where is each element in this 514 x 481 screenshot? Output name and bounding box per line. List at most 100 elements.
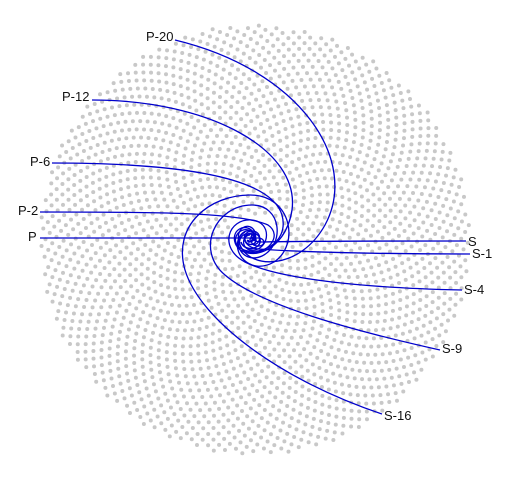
dot xyxy=(329,312,334,317)
dot xyxy=(84,194,89,199)
dot xyxy=(442,301,447,306)
dot xyxy=(383,147,388,152)
dot xyxy=(394,115,399,120)
dot xyxy=(208,128,213,133)
dot xyxy=(252,82,257,87)
dot xyxy=(203,401,208,406)
dot xyxy=(235,356,240,361)
dot xyxy=(108,285,113,290)
dot xyxy=(445,255,450,260)
dot xyxy=(387,400,392,405)
dot xyxy=(110,324,115,329)
dot xyxy=(66,187,71,192)
dot xyxy=(173,99,178,104)
dot xyxy=(54,197,59,202)
dot xyxy=(213,272,218,277)
dot xyxy=(245,414,250,419)
dot xyxy=(404,313,409,318)
dot xyxy=(242,386,247,391)
dot xyxy=(69,326,74,331)
dot xyxy=(100,370,105,375)
dot xyxy=(164,80,169,85)
dot xyxy=(426,118,431,123)
dot xyxy=(160,121,165,126)
dot xyxy=(107,147,112,152)
dot xyxy=(416,149,421,154)
dot xyxy=(238,363,243,368)
dot xyxy=(436,295,441,300)
dot xyxy=(326,387,331,392)
dot xyxy=(257,53,262,58)
dot xyxy=(364,417,369,422)
dot xyxy=(127,193,132,198)
dot xyxy=(249,275,254,280)
dot xyxy=(162,301,167,306)
dot xyxy=(353,200,358,205)
dot xyxy=(160,325,165,330)
dot xyxy=(80,132,85,137)
dot xyxy=(361,128,366,133)
dot xyxy=(330,66,335,71)
dot xyxy=(407,197,412,202)
dot xyxy=(291,41,296,46)
dot xyxy=(254,411,259,416)
dot xyxy=(82,305,87,310)
dot xyxy=(353,191,358,196)
dot xyxy=(173,270,178,275)
dot xyxy=(235,273,240,278)
dot xyxy=(266,182,271,187)
dot xyxy=(401,136,406,141)
dot xyxy=(322,246,327,251)
dot xyxy=(198,129,203,134)
dot xyxy=(117,273,122,278)
dot xyxy=(325,98,330,103)
dot xyxy=(197,359,202,364)
dot xyxy=(293,199,298,204)
dot xyxy=(117,104,122,109)
dot xyxy=(228,25,233,30)
dot xyxy=(387,367,392,372)
dot xyxy=(305,215,310,220)
dot xyxy=(376,263,381,268)
dot xyxy=(330,217,335,222)
dot xyxy=(93,298,98,303)
dot xyxy=(246,145,251,150)
dot xyxy=(52,292,57,297)
dot xyxy=(242,433,247,438)
dot xyxy=(289,223,294,228)
dot xyxy=(310,193,315,198)
dot xyxy=(186,207,191,212)
dot xyxy=(196,47,201,52)
dot xyxy=(49,181,54,186)
dot xyxy=(272,443,277,448)
dot xyxy=(448,275,453,280)
dot xyxy=(154,217,159,222)
dot xyxy=(100,233,105,238)
dot xyxy=(359,289,364,294)
dot xyxy=(126,71,131,76)
dot xyxy=(212,110,217,115)
dot xyxy=(259,304,264,309)
dot xyxy=(438,164,443,169)
dot xyxy=(311,152,316,157)
dot xyxy=(350,96,355,101)
dot xyxy=(232,435,237,440)
dot xyxy=(384,242,389,247)
dot xyxy=(337,177,342,182)
dot xyxy=(390,291,395,296)
dot xyxy=(396,233,401,238)
dot xyxy=(181,43,186,48)
dot xyxy=(198,408,203,413)
dot xyxy=(312,169,317,174)
dot xyxy=(271,334,276,339)
dot xyxy=(271,424,276,429)
dot xyxy=(157,370,162,375)
dot xyxy=(259,435,264,440)
dot xyxy=(268,412,273,417)
dot xyxy=(281,54,286,59)
dot xyxy=(314,71,319,76)
dot xyxy=(409,244,414,249)
dot xyxy=(162,197,167,202)
dot xyxy=(233,76,238,81)
dot xyxy=(388,326,393,331)
